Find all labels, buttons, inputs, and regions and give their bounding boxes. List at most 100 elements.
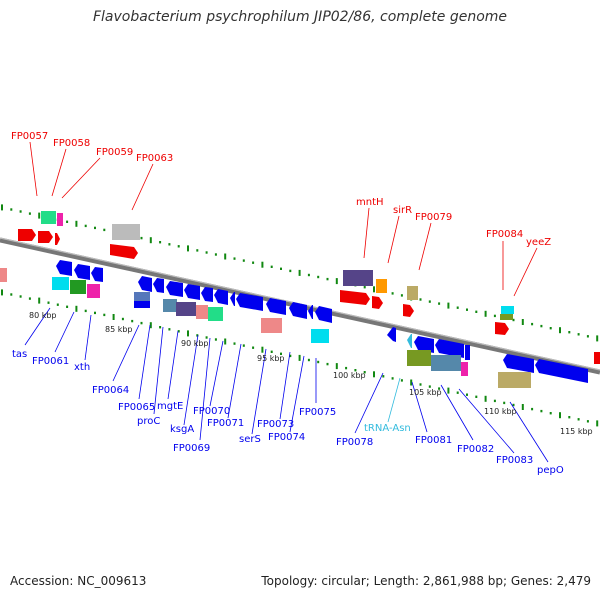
gene-arrow[interactable]	[56, 260, 72, 276]
gene-arrow[interactable]	[153, 278, 164, 293]
gene-label[interactable]: sirR	[393, 205, 412, 216]
major-tick	[261, 261, 264, 268]
gene-block[interactable]	[0, 268, 7, 282]
gene-arrow[interactable]	[110, 244, 138, 259]
gene-block[interactable]	[176, 302, 196, 316]
gene-label[interactable]: FP0071	[207, 418, 244, 429]
gene-label[interactable]: tRNA-Asn	[364, 423, 411, 434]
gene-block[interactable]	[343, 270, 373, 286]
gene-arrow[interactable]	[340, 290, 370, 305]
gene-arrow[interactable]	[201, 287, 213, 302]
gene-label[interactable]: FP0073	[257, 419, 294, 430]
gene-arrow[interactable]	[166, 281, 183, 297]
gene-block[interactable]	[87, 284, 100, 298]
scale-label: 105 kbp	[409, 388, 442, 397]
gene-block[interactable]	[500, 314, 513, 320]
gene-block[interactable]	[431, 355, 461, 371]
gene-block[interactable]	[52, 277, 69, 290]
gene-block[interactable]	[501, 306, 514, 314]
gene-label[interactable]: FP0082	[457, 444, 494, 455]
minor-tick	[103, 313, 106, 317]
gene-arrow[interactable]	[387, 327, 396, 342]
gene-label[interactable]: mntH	[356, 197, 384, 208]
gene-label[interactable]: FP0081	[415, 435, 452, 446]
gene-label[interactable]: serS	[239, 434, 261, 445]
gene-label[interactable]: yeeZ	[526, 237, 551, 248]
major-tick	[596, 420, 599, 427]
gene-label[interactable]: FP0069	[173, 443, 210, 454]
gene-label[interactable]: FP0057	[11, 131, 48, 142]
gene-arrow[interactable]	[308, 305, 313, 319]
gene-arrow[interactable]	[535, 359, 588, 383]
gene-arrow[interactable]	[407, 334, 412, 348]
minor-tick	[205, 336, 208, 339]
gene-arrow[interactable]	[503, 354, 534, 373]
gene-block[interactable]	[407, 286, 418, 300]
gene-arrow[interactable]	[74, 264, 90, 280]
gene-block[interactable]	[261, 318, 282, 333]
gene-arrow[interactable]	[91, 267, 103, 282]
gene-label[interactable]: FP0078	[336, 437, 373, 448]
minor-tick	[456, 391, 459, 394]
gene-label[interactable]: FP0064	[92, 385, 129, 396]
gene-label[interactable]: pepO	[537, 465, 564, 476]
gene-arrow[interactable]	[289, 302, 307, 319]
major-tick	[224, 253, 227, 260]
gene-arrow[interactable]	[495, 322, 509, 335]
gene-label[interactable]: FP0063	[136, 153, 173, 164]
minor-tick	[549, 412, 552, 415]
gene-label[interactable]: FP0084	[486, 229, 523, 240]
gene-arrow[interactable]	[38, 231, 53, 243]
minor-tick	[493, 399, 496, 403]
gene-label[interactable]: FP0070	[193, 406, 230, 417]
minor-tick	[28, 297, 31, 300]
gene-block[interactable]	[311, 329, 329, 343]
gene-arrow[interactable]	[214, 289, 228, 305]
gene-label[interactable]: FP0061	[32, 356, 69, 367]
gene-arrow[interactable]	[184, 284, 200, 300]
gene-block[interactable]	[498, 372, 531, 388]
gene-block[interactable]	[57, 213, 63, 226]
gene-arrow[interactable]	[315, 306, 332, 323]
minor-tick	[140, 321, 143, 325]
gene-label[interactable]: FP0058	[53, 138, 90, 149]
gene-block[interactable]	[376, 279, 387, 293]
gene-track	[0, 211, 600, 388]
gene-block[interactable]	[70, 280, 86, 294]
gene-label[interactable]: FP0083	[496, 455, 533, 466]
gene-block[interactable]	[461, 362, 468, 376]
gene-block[interactable]	[196, 305, 208, 319]
minor-tick	[159, 241, 162, 244]
gene-arrow[interactable]	[236, 293, 263, 311]
minor-tick	[549, 327, 552, 330]
gene-label[interactable]: proC	[137, 416, 160, 427]
gene-block[interactable]	[41, 211, 56, 224]
gene-arrow[interactable]	[435, 339, 464, 358]
gene-block[interactable]	[465, 345, 470, 360]
gene-arrow[interactable]	[55, 233, 60, 245]
gene-arrow[interactable]	[594, 352, 600, 364]
minor-tick	[466, 308, 468, 311]
gene-label[interactable]: FP0079	[415, 212, 452, 223]
gene-label[interactable]: FP0074	[268, 432, 305, 443]
gene-label[interactable]: mgtE	[157, 401, 183, 412]
gene-block[interactable]	[407, 350, 431, 366]
gene-label[interactable]: tas	[12, 349, 27, 360]
gene-label[interactable]: FP0075	[299, 407, 336, 418]
gene-arrow[interactable]	[18, 229, 36, 241]
gene-arrow[interactable]	[414, 336, 434, 353]
gene-arrow[interactable]	[403, 304, 414, 317]
gene-label[interactable]: FP0065	[118, 402, 155, 413]
gene-label[interactable]: xth	[74, 362, 90, 373]
gene-block[interactable]	[208, 307, 223, 321]
gene-block[interactable]	[134, 292, 150, 301]
gene-arrow[interactable]	[138, 276, 152, 292]
gene-arrow[interactable]	[230, 292, 235, 306]
gene-block[interactable]	[134, 301, 150, 308]
gene-arrow[interactable]	[266, 298, 286, 315]
gene-arrow[interactable]	[372, 296, 383, 309]
gene-label[interactable]: ksgA	[170, 424, 194, 435]
gene-block[interactable]	[112, 224, 140, 240]
gene-block[interactable]	[163, 299, 177, 312]
gene-label[interactable]: FP0059	[96, 147, 133, 158]
